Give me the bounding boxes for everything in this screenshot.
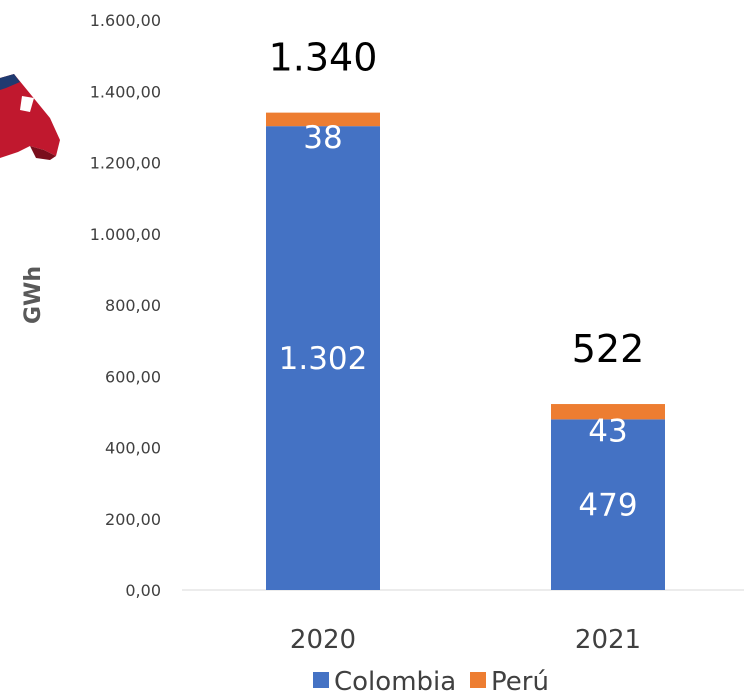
y-tick-label: 800,00 — [105, 296, 161, 315]
x-axis-ticks: 2020 2021 — [290, 625, 641, 655]
bar-segment-colombia-2021 — [551, 419, 665, 590]
logo-fragment — [0, 74, 60, 160]
y-tick-label: 0,00 — [125, 581, 161, 600]
y-tick-label: 1.200,00 — [90, 154, 161, 173]
data-label: 1.302 — [279, 341, 368, 377]
x-tick-label: 2020 — [290, 625, 356, 655]
legend-swatch-peru — [470, 672, 486, 688]
legend-label-peru: Perú — [491, 667, 549, 697]
y-tick-label: 1.400,00 — [90, 82, 161, 101]
y-tick-label: 1.600,00 — [90, 11, 161, 30]
legend: Colombia Perú — [313, 667, 549, 697]
data-label: 38 — [303, 120, 342, 156]
bars: 1.302 38 1.340 479 43 522 — [266, 36, 665, 590]
legend-swatch-colombia — [313, 672, 329, 688]
bar-segment-per-2020 — [266, 112, 380, 127]
data-label: 479 — [578, 488, 637, 524]
bar-segment-per-2021 — [551, 404, 665, 420]
bar-segment-colombia-2020 — [266, 126, 380, 590]
y-tick-label: 1.000,00 — [90, 225, 161, 244]
y-axis-label: GWh — [21, 266, 46, 324]
y-axis-ticks: 0,00 200,00 400,00 600,00 800,00 1.000,00 1.20… — [90, 11, 161, 600]
data-label: 43 — [588, 413, 627, 449]
legend-label-colombia: Colombia — [334, 667, 456, 697]
y-tick-label: 600,00 — [105, 367, 161, 386]
total-label: 522 — [572, 327, 645, 371]
y-tick-label: 400,00 — [105, 439, 161, 458]
y-tick-label: 200,00 — [105, 510, 161, 529]
x-tick-label: 2021 — [575, 625, 641, 655]
total-label: 1.340 — [269, 36, 378, 80]
